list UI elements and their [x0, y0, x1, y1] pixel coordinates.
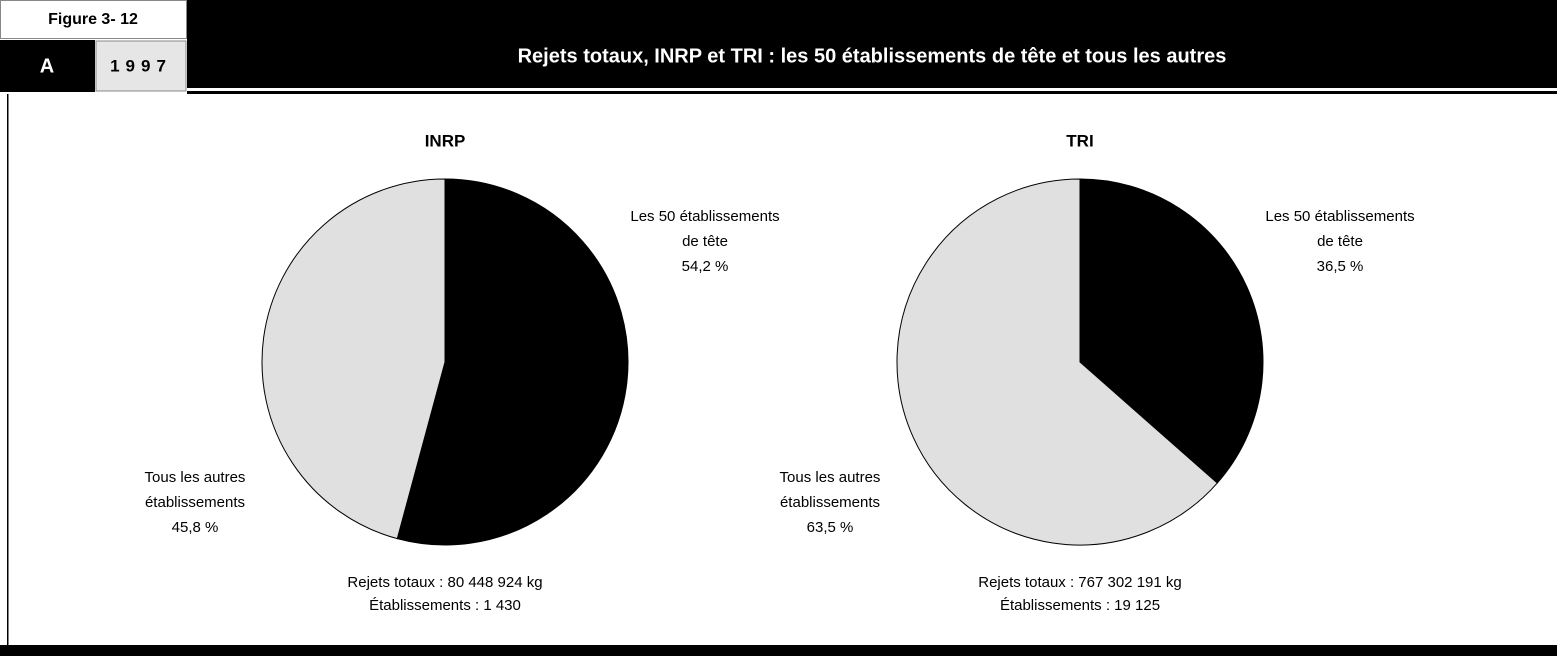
pie-slice	[396, 178, 629, 546]
slice-value: 36,5 %	[1317, 258, 1364, 275]
slice-label: Tous les autres	[145, 469, 246, 486]
pie-note: Rejets totaux : 80 448 924 kg	[347, 574, 542, 591]
frame-bottom	[0, 645, 1557, 656]
title-rule	[187, 91, 1557, 94]
figure-label: Figure 3- 12	[48, 11, 138, 28]
slice-label: Les 50 établissements	[1265, 208, 1414, 225]
year: 1997	[110, 56, 172, 75]
year-box	[95, 40, 187, 92]
slice-value: 45,8 %	[172, 519, 219, 536]
pie-slice	[896, 178, 1218, 546]
slice-label: de tête	[682, 233, 728, 250]
pie-slice	[1079, 178, 1264, 484]
slice-label: établissements	[780, 494, 880, 511]
figure-box	[0, 0, 187, 39]
pie-slice	[261, 178, 446, 540]
pie-title: TRI	[1066, 131, 1093, 150]
pie-note: Établissements : 19 125	[1000, 597, 1160, 614]
slice-label: Tous les autres	[780, 469, 881, 486]
title: Rejets totaux, INRP et TRI : les 50 étab…	[518, 45, 1227, 67]
slice-label: de tête	[1317, 233, 1363, 250]
pie-note: Établissements : 1 430	[369, 597, 521, 614]
letter-box	[0, 40, 95, 92]
slice-label: établissements	[145, 494, 245, 511]
letter: A	[40, 55, 54, 77]
slice-value: 63,5 %	[807, 519, 854, 536]
slice-label: Les 50 établissements	[630, 208, 779, 225]
title-bar	[187, 0, 1557, 88]
pie-note: Rejets totaux : 767 302 191 kg	[978, 574, 1181, 591]
pie-title: INRP	[425, 131, 466, 150]
slice-value: 54,2 %	[682, 258, 729, 275]
frame-left	[7, 94, 9, 646]
